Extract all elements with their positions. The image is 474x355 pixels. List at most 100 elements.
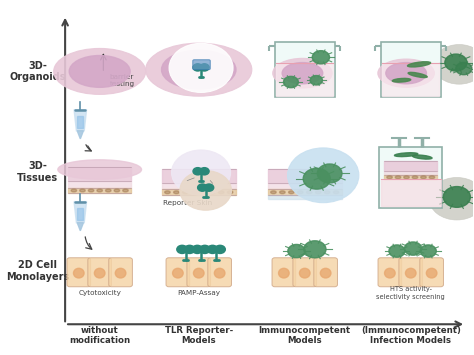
FancyBboxPatch shape [208, 258, 231, 287]
Ellipse shape [191, 191, 197, 194]
Circle shape [303, 168, 330, 189]
Ellipse shape [394, 153, 418, 157]
Circle shape [445, 54, 467, 71]
Ellipse shape [193, 268, 204, 278]
Text: Immunocompetent
Models: Immunocompetent Models [259, 326, 351, 345]
Ellipse shape [182, 191, 188, 194]
Text: PAMP-Assay: PAMP-Assay [177, 290, 220, 296]
Ellipse shape [123, 189, 128, 192]
Ellipse shape [115, 268, 126, 278]
Circle shape [172, 150, 230, 195]
FancyBboxPatch shape [193, 60, 210, 70]
Ellipse shape [201, 191, 206, 194]
Circle shape [389, 245, 405, 257]
FancyBboxPatch shape [187, 258, 210, 287]
FancyBboxPatch shape [379, 147, 442, 208]
Circle shape [193, 64, 202, 71]
Bar [68, 167, 131, 181]
Bar [382, 63, 439, 96]
Text: TLR Reporter-
Models: TLR Reporter- Models [164, 326, 233, 345]
Circle shape [204, 184, 214, 191]
Ellipse shape [173, 191, 179, 194]
Circle shape [177, 245, 187, 253]
Polygon shape [74, 202, 87, 223]
Ellipse shape [71, 189, 77, 192]
Ellipse shape [280, 191, 285, 194]
Ellipse shape [106, 189, 111, 192]
Circle shape [283, 76, 298, 88]
Ellipse shape [279, 268, 289, 278]
Ellipse shape [80, 189, 85, 192]
Bar [276, 63, 333, 96]
Circle shape [420, 245, 436, 257]
Bar [68, 187, 131, 193]
Circle shape [317, 164, 342, 183]
Ellipse shape [412, 176, 418, 179]
Circle shape [310, 76, 322, 85]
Ellipse shape [214, 268, 225, 278]
Ellipse shape [114, 189, 119, 192]
Text: 3D-
Tissues: 3D- Tissues [17, 162, 58, 183]
Circle shape [198, 184, 207, 191]
Circle shape [180, 170, 231, 210]
Circle shape [193, 168, 202, 175]
FancyBboxPatch shape [88, 258, 111, 287]
Ellipse shape [58, 160, 142, 179]
FancyBboxPatch shape [272, 258, 296, 287]
Ellipse shape [162, 50, 236, 89]
Ellipse shape [315, 191, 321, 194]
Ellipse shape [404, 176, 409, 179]
Ellipse shape [429, 176, 435, 179]
Text: Reporter Skin: Reporter Skin [163, 200, 212, 206]
FancyBboxPatch shape [314, 258, 337, 287]
FancyBboxPatch shape [67, 258, 91, 287]
Text: 2D Cell
Monolayers: 2D Cell Monolayers [6, 261, 69, 282]
Ellipse shape [73, 268, 84, 278]
Circle shape [200, 168, 209, 175]
Ellipse shape [271, 191, 276, 194]
Ellipse shape [94, 268, 105, 278]
Circle shape [184, 245, 195, 253]
Bar [162, 169, 236, 183]
Circle shape [304, 241, 326, 258]
Bar [268, 189, 342, 195]
Ellipse shape [426, 268, 437, 278]
Circle shape [169, 43, 233, 92]
Ellipse shape [282, 62, 323, 84]
Circle shape [192, 245, 203, 253]
Text: without
modification: without modification [69, 326, 130, 345]
Bar [77, 116, 83, 128]
Circle shape [207, 245, 218, 253]
FancyBboxPatch shape [399, 258, 423, 287]
FancyBboxPatch shape [378, 258, 401, 287]
Polygon shape [77, 223, 83, 231]
Ellipse shape [386, 62, 427, 84]
Circle shape [288, 245, 305, 258]
Bar [68, 181, 131, 187]
FancyBboxPatch shape [420, 258, 444, 287]
Ellipse shape [219, 191, 224, 194]
Ellipse shape [273, 58, 332, 88]
Ellipse shape [408, 62, 430, 67]
Ellipse shape [408, 72, 427, 77]
Ellipse shape [54, 48, 146, 94]
Bar [268, 169, 342, 183]
Ellipse shape [164, 191, 170, 194]
Ellipse shape [395, 176, 401, 179]
Polygon shape [74, 110, 87, 131]
Bar [384, 175, 438, 179]
Ellipse shape [320, 268, 331, 278]
Circle shape [456, 62, 472, 75]
FancyBboxPatch shape [275, 42, 335, 97]
Ellipse shape [412, 155, 432, 159]
Bar [268, 195, 342, 200]
Ellipse shape [405, 268, 416, 278]
Ellipse shape [210, 191, 215, 194]
Ellipse shape [384, 268, 395, 278]
Ellipse shape [378, 59, 435, 87]
Polygon shape [77, 131, 83, 139]
Ellipse shape [298, 191, 303, 194]
Ellipse shape [392, 78, 411, 82]
Circle shape [200, 64, 209, 71]
Circle shape [404, 242, 422, 255]
